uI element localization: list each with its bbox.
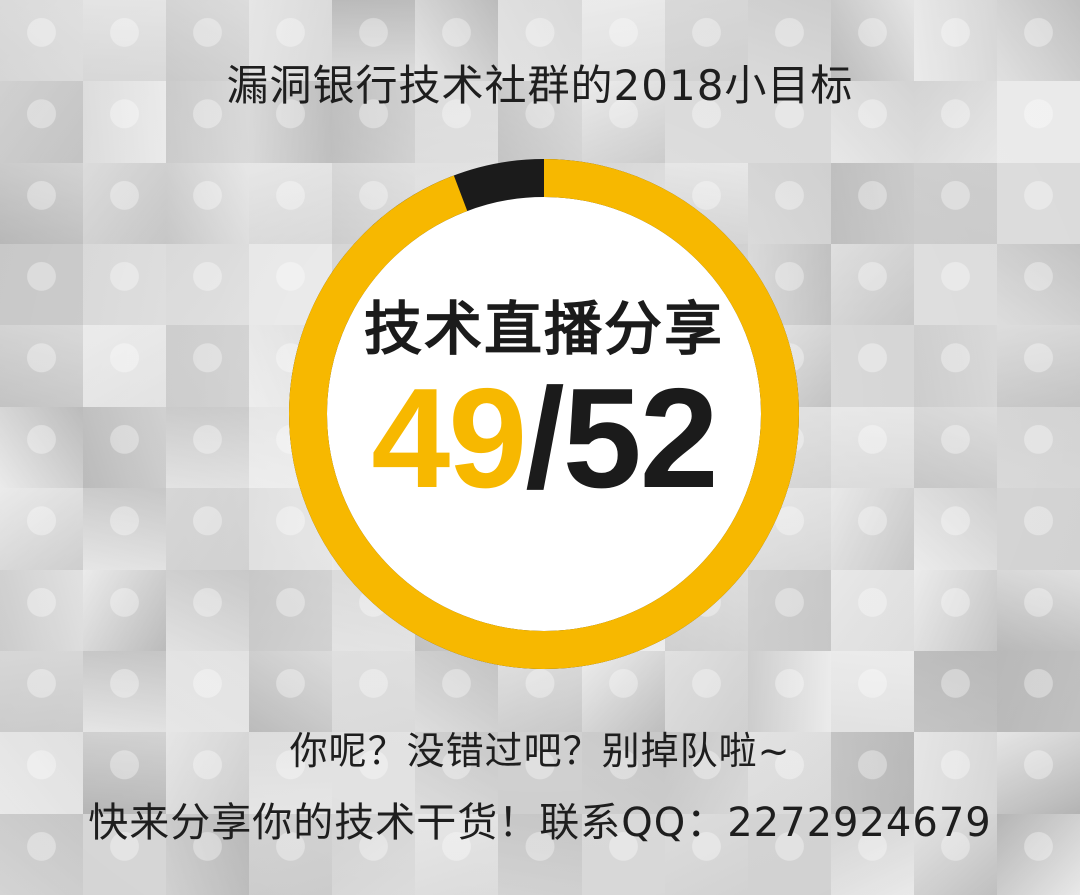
progress-count: 49/52 — [284, 368, 804, 510]
footer-line-2: 快来分享你的技术干货！联系QQ：2272924679 — [88, 800, 992, 846]
progress-ring-svg — [289, 159, 799, 669]
progress-separator: / — [525, 359, 564, 518]
footer-line-1: 你呢？没错过吧？别掉队啦~ — [289, 729, 791, 773]
progress-total: 52 — [562, 359, 719, 518]
progress-done: 49 — [371, 359, 527, 518]
progress-ring — [284, 154, 804, 674]
progress-label: 技术直播分享 — [363, 295, 724, 363]
ring-completed-arc — [289, 159, 799, 669]
ring-inner-disc — [308, 178, 780, 650]
page-title: 漏洞银行技术社群的2018小目标 — [226, 61, 854, 110]
